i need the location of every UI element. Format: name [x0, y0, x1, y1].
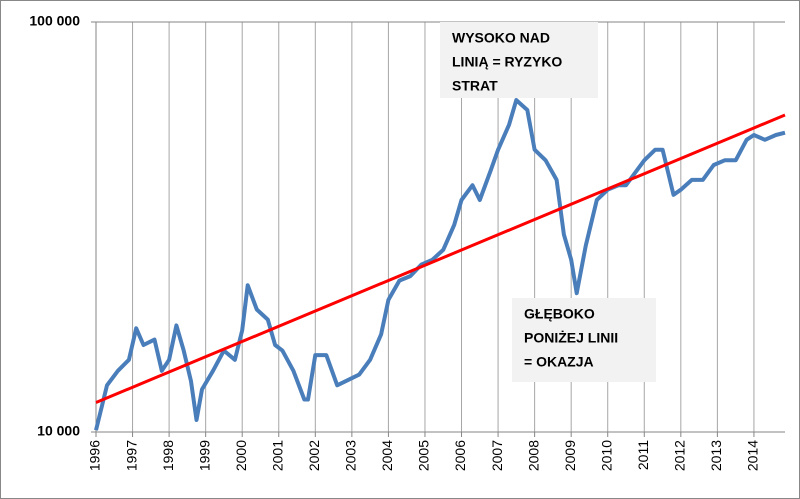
- annotation-box: [512, 298, 656, 382]
- y-tick-label: 10 000: [37, 423, 80, 439]
- x-tick-label: 2013: [708, 440, 724, 471]
- x-tick-label: 2003: [343, 440, 359, 471]
- series-line: [95, 113, 786, 404]
- annotation-text: GŁĘBOKO: [524, 306, 595, 322]
- x-tick-label: 2000: [233, 440, 249, 471]
- x-tick-label: 2004: [379, 440, 395, 471]
- series-line: [94, 98, 786, 431]
- annotation-box: [440, 22, 598, 98]
- annotation-text: = OKAZJA: [524, 354, 594, 370]
- annotation-text: PONIŻEJ LINII: [524, 330, 618, 346]
- annotation-text: WYSOKO NAD: [452, 30, 550, 46]
- x-tick-label: 2009: [562, 440, 578, 471]
- x-tick-label: 2010: [598, 440, 614, 471]
- x-tick-label: 2001: [269, 440, 285, 471]
- y-tick-label: 100 000: [29, 13, 80, 29]
- x-tick-label: 2005: [416, 440, 432, 471]
- x-tick-label: 2006: [452, 440, 468, 471]
- x-tick-label: 1998: [160, 440, 176, 471]
- x-tick-label: 2007: [489, 440, 505, 471]
- x-tick-label: 2011: [635, 440, 651, 470]
- x-tick-label: 1996: [87, 440, 103, 471]
- x-tick-label: 2008: [525, 440, 541, 471]
- x-tick-label: 1997: [123, 440, 139, 471]
- annotation-text: STRAT: [452, 78, 498, 94]
- x-tick-label: 2014: [745, 440, 761, 471]
- x-tick-label: 2002: [306, 440, 322, 471]
- x-tick-label: 1999: [196, 440, 212, 471]
- annotation-text: LINIĄ = RYZYKO: [452, 54, 562, 70]
- x-tick-label: 2012: [672, 440, 688, 471]
